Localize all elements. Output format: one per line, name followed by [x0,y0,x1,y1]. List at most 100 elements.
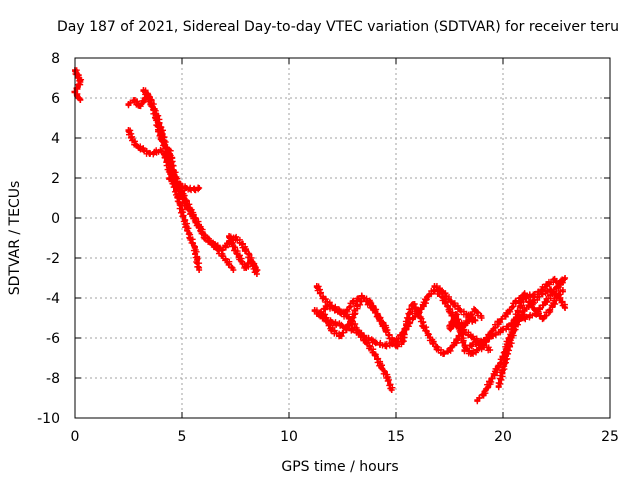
y-tick-label: 8 [51,51,60,67]
data-point [448,299,455,305]
data-point [547,287,554,293]
data-point [388,387,395,393]
y-axis-label: SDTVAR / TECUs [7,181,23,296]
data-point [410,301,417,307]
data-point [125,127,132,133]
data-point [553,285,560,291]
x-tick-label: 0 [71,429,80,445]
y-tick-label: 0 [51,211,60,227]
data-point [315,311,322,317]
series-pass-d [140,87,260,277]
data-point [187,235,194,241]
data-point [457,307,464,313]
data-point [174,181,181,187]
data-point [487,379,494,385]
data-point [232,235,239,241]
data-point [196,185,203,191]
data-point [440,351,447,357]
data-point [414,307,421,313]
data-point [211,241,218,247]
data-point [440,289,447,295]
data-point [478,345,485,351]
data-point [431,283,438,289]
data-point [219,247,226,253]
data-points [71,67,569,405]
data-point [478,315,485,321]
data-point [202,235,209,241]
x-tick-label: 5 [178,429,187,445]
data-point [153,111,160,117]
y-tick-label: -6 [46,331,60,347]
data-point [230,267,237,273]
data-point [559,287,566,293]
data-point [324,303,331,309]
data-point [504,351,511,357]
data-point [354,303,361,309]
data-point [146,151,153,157]
data-point [393,343,399,349]
data-point [551,277,558,283]
data-point [472,317,479,323]
data-point [168,167,175,173]
data-point [234,251,241,257]
data-point [243,265,250,271]
data-point [129,137,136,143]
data-point [446,307,453,313]
data-point [375,315,382,321]
data-point [77,97,84,103]
data-point [183,203,190,209]
data-point [345,323,352,329]
data-point [538,291,545,297]
data-point [196,225,203,231]
data-point [136,103,143,109]
data-point [153,149,160,155]
data-point [562,305,569,311]
data-point [311,307,318,313]
data-point [504,311,511,317]
data-point [544,281,551,287]
data-point [320,295,327,301]
data-point [159,131,166,137]
x-tick-label: 20 [494,429,512,445]
data-point [339,323,346,329]
data-point [452,311,459,317]
data-point [500,367,506,373]
data-point [495,319,502,325]
data-point [508,335,515,341]
data-point [547,307,554,313]
data-point [433,345,440,351]
data-point [512,323,519,329]
data-point [328,327,335,333]
data-point [157,147,164,153]
data-point [557,281,564,287]
data-point [384,327,391,333]
data-point [313,283,320,289]
data-point [230,243,237,249]
data-point [452,339,459,345]
data-point [253,267,260,273]
data-point [465,313,472,319]
data-point [470,341,477,347]
data-point [360,333,367,339]
data-point [521,291,528,297]
y-tick-label: -8 [46,371,60,387]
marker-trail-segment [384,373,396,392]
data-point [337,333,344,339]
data-point [333,307,340,313]
data-point [140,87,147,93]
y-tick-label: 4 [51,131,60,147]
data-point [125,101,132,107]
data-point [341,311,348,317]
series-pass-e [166,175,203,194]
data-point [251,263,258,269]
data-point [480,391,487,397]
data-point [378,363,385,369]
data-point [193,257,200,263]
x-tick-label: 25 [601,429,619,445]
y-tick-label: -10 [37,411,60,427]
data-point [382,343,389,349]
data-point [487,331,494,337]
data-point [238,241,245,247]
data-point [350,327,357,333]
series-pass-j [315,292,391,333]
